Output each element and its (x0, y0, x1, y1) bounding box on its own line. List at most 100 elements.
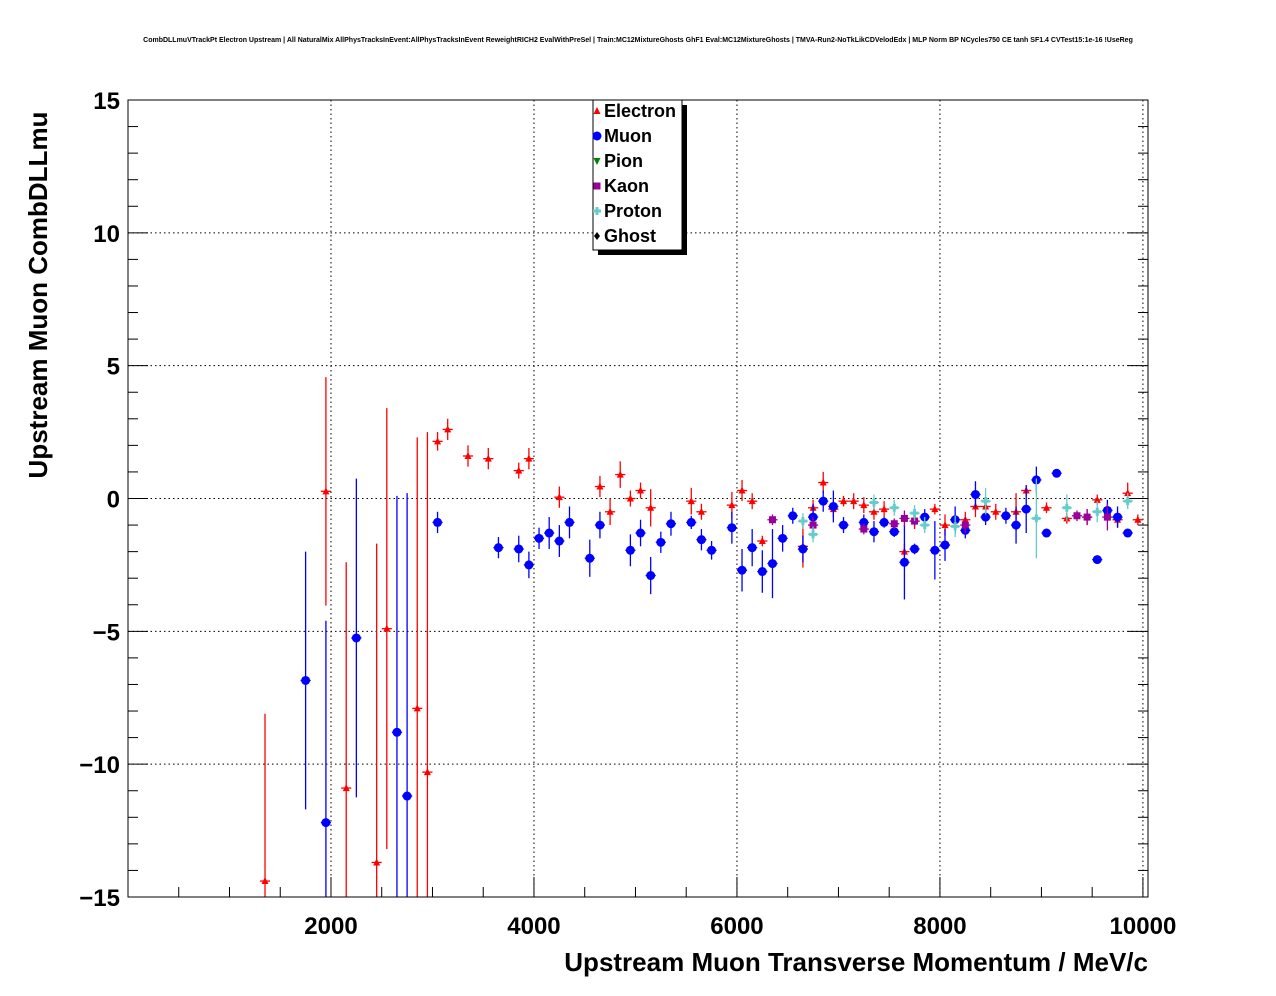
muon-point (939, 529, 951, 561)
muon-point (757, 550, 768, 593)
y-tick-label: 15 (93, 88, 120, 115)
muon-marker (1123, 528, 1133, 538)
proton-point (808, 526, 819, 543)
electron-point (483, 448, 494, 470)
muon-marker (595, 520, 605, 530)
muon-point (767, 529, 778, 599)
electron-point (929, 503, 940, 515)
muon-point (868, 521, 880, 543)
muon-point (747, 529, 758, 567)
electron-marker (1093, 495, 1101, 503)
y-axis-label: Upstream Muon CombDLLmu (23, 112, 53, 479)
muon-point (909, 543, 920, 555)
electron-marker (626, 494, 634, 502)
electron-point (422, 432, 433, 897)
electron-marker (525, 454, 533, 462)
proton-marker (809, 530, 818, 539)
muon-marker (514, 544, 524, 554)
muon-point (351, 478, 362, 798)
muon-point (726, 511, 737, 544)
y-tick-label: −15 (79, 885, 120, 912)
electron-marker (840, 497, 848, 505)
muon-point (655, 531, 666, 553)
kaon-point (889, 518, 900, 530)
muon-marker (879, 517, 889, 527)
electron-marker (860, 501, 868, 509)
muon-marker (493, 543, 503, 553)
electron-marker (515, 466, 523, 474)
muon-point (645, 556, 656, 595)
muon-point (320, 620, 331, 897)
electron-marker (383, 624, 391, 632)
legend-muon-marker (592, 131, 602, 141)
muon-point (1122, 528, 1133, 538)
proton-point (980, 487, 991, 515)
electron-marker (697, 507, 705, 515)
electron-marker (748, 497, 756, 505)
proton-marker (920, 521, 929, 530)
proton-marker (1032, 514, 1041, 523)
kaon-point (1082, 509, 1093, 526)
muon-marker (636, 528, 646, 538)
muon-marker (1021, 504, 1031, 514)
data-marks (259, 377, 1143, 897)
muon-point (1112, 506, 1123, 528)
electron-point (686, 487, 697, 515)
muon-marker (301, 675, 311, 685)
legend: Electron Muon Pion Kaon Proton Ghost (592, 99, 687, 255)
proton-marker (910, 509, 919, 518)
y-tick-label: 0 (107, 487, 120, 514)
electron-marker (687, 497, 695, 505)
muon-point (564, 506, 575, 539)
y-tick-label: −10 (79, 752, 120, 779)
muon-marker (1052, 468, 1062, 478)
legend-box (592, 99, 683, 251)
electron-marker (992, 507, 1000, 515)
electron-point (371, 543, 382, 897)
proton-point (889, 499, 900, 516)
electron-marker (1134, 515, 1142, 523)
muon-marker (940, 540, 950, 550)
electron-point (605, 498, 616, 526)
proton-marker (890, 503, 899, 512)
kaon-point (1071, 510, 1083, 522)
proton-marker (981, 497, 990, 506)
y-tick-label: −5 (93, 619, 120, 646)
electron-point (594, 475, 606, 498)
muon-point (665, 511, 677, 536)
muon-marker (757, 567, 767, 577)
muon-marker (747, 543, 757, 553)
proton-point (919, 517, 930, 534)
muon-marker (392, 727, 402, 737)
electron-point (320, 377, 331, 606)
muon-point (797, 535, 808, 563)
electron-point (696, 503, 707, 520)
muon-marker (727, 523, 737, 533)
axes: 2000 4000 6000 8000 10000 −15 −10 −5 0 5 10 15 (79, 88, 1176, 940)
electron-marker (637, 486, 645, 494)
series-kaon (767, 503, 1113, 535)
electron-marker (464, 451, 472, 459)
legend-kaon-marker (593, 182, 601, 190)
muon-point (523, 551, 534, 579)
electron-point (736, 479, 748, 502)
legend-electron-label: Electron (604, 101, 676, 121)
muon-marker (1042, 528, 1052, 538)
electron-marker (819, 478, 827, 486)
muon-point (1010, 506, 1022, 544)
muon-point (686, 515, 697, 530)
muon-marker (859, 517, 869, 527)
muon-marker (351, 633, 361, 643)
electron-marker (870, 507, 878, 515)
electron-point (412, 437, 423, 897)
muon-point (879, 517, 890, 528)
electron-marker (606, 507, 614, 515)
muon-point (787, 507, 798, 524)
muon-point (838, 517, 849, 534)
muon-marker (869, 527, 879, 537)
muon-point (929, 521, 940, 580)
electron-point (838, 495, 849, 507)
muon-point (858, 514, 869, 531)
muon-point (635, 519, 646, 547)
x-tick-label: 10000 (1110, 913, 1177, 940)
